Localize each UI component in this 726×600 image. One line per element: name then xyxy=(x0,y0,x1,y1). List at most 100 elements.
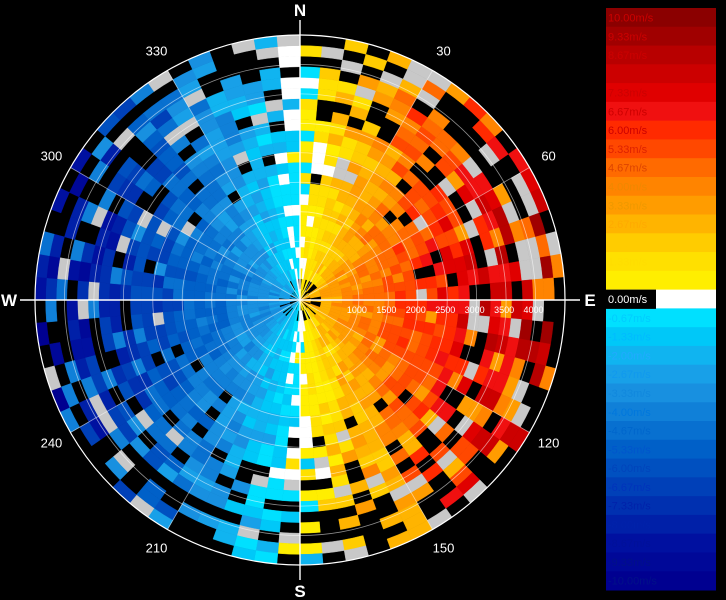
velocity-cell xyxy=(362,54,388,72)
velocity-cell xyxy=(264,99,284,113)
velocity-cell xyxy=(108,299,121,317)
velocity-cell xyxy=(349,479,370,495)
velocity-cell xyxy=(214,292,227,301)
colorbar-label: 8.00m/s xyxy=(608,69,648,81)
velocity-cell xyxy=(49,342,65,367)
velocity-cell xyxy=(313,456,330,470)
colorbar-label: -10.00m/s xyxy=(608,576,657,588)
velocity-cell xyxy=(141,272,155,288)
colorbar-label: -6.00m/s xyxy=(608,463,651,475)
cardinal-label: S xyxy=(294,582,305,600)
velocity-cell xyxy=(299,98,318,111)
velocity-cell xyxy=(194,308,207,319)
velocity-cell xyxy=(285,458,301,470)
velocity-cell xyxy=(285,130,301,142)
colorbar-label: 4.67m/s xyxy=(608,163,648,175)
velocity-cell xyxy=(280,77,301,90)
velocity-cell xyxy=(299,66,321,79)
velocity-cell xyxy=(277,45,301,58)
colorbar-swatch xyxy=(606,270,716,291)
colorbar-label: 7.33m/s xyxy=(608,88,648,100)
velocity-cell xyxy=(299,447,315,460)
velocity-cell xyxy=(294,236,301,248)
velocity-cell xyxy=(117,156,138,179)
range-label: 4000 xyxy=(524,305,544,315)
range-label: 3500 xyxy=(494,305,514,315)
colorbar-label: 0.67m/s xyxy=(608,275,648,287)
azimuth-spoke xyxy=(70,167,301,301)
velocity-cell xyxy=(458,285,470,301)
velocity-cell xyxy=(283,479,301,492)
velocity-cell xyxy=(161,287,174,301)
velocity-cell xyxy=(310,162,325,175)
colorbar-label: 8.67m/s xyxy=(608,50,648,62)
colorbar-swatch xyxy=(606,158,716,178)
velocity-cell xyxy=(284,468,301,481)
velocity-cell xyxy=(264,487,284,501)
velocity-cell xyxy=(284,119,301,132)
radar-polar-plot: N E S W 30 60 120 150 210 240 300 330 1000 1500 2000 25… xyxy=(1,1,596,600)
velocity-cell xyxy=(277,542,301,555)
velocity-cell xyxy=(299,77,320,90)
velocity-cell xyxy=(314,120,332,134)
velocity-cell xyxy=(272,445,288,459)
velocity-cell xyxy=(285,140,301,153)
colorbar-swatch xyxy=(606,26,716,47)
colorbar-swatch xyxy=(606,496,716,516)
azimuth-spoke xyxy=(299,70,433,301)
range-label: 2000 xyxy=(406,305,426,315)
velocity-cell xyxy=(98,282,111,301)
velocity-cell xyxy=(299,193,310,206)
velocity-cell xyxy=(321,539,345,554)
colorbar-label: -6.67m/s xyxy=(608,482,651,494)
azimuth-label: 210 xyxy=(146,541,168,556)
velocity-cell xyxy=(293,225,301,237)
azimuth-label: 30 xyxy=(436,43,450,58)
range-label: 3000 xyxy=(465,305,485,315)
range-label: 1000 xyxy=(347,305,367,315)
colorbar-swatch xyxy=(606,345,716,366)
velocity-cell xyxy=(212,528,238,546)
colorbar-label: 5.33m/s xyxy=(608,144,648,156)
velocity-cell xyxy=(77,299,90,320)
velocity-cell xyxy=(393,281,406,292)
cardinal-label: W xyxy=(1,291,18,310)
velocity-cell xyxy=(363,293,375,301)
velocity-cell xyxy=(447,285,460,301)
velocity-cell xyxy=(278,532,301,545)
velocity-cell xyxy=(292,214,301,227)
velocity-cell xyxy=(427,108,451,130)
velocity-cell xyxy=(225,299,237,307)
velocity-cell xyxy=(183,309,196,321)
colorbar-swatch xyxy=(606,533,716,553)
azimuth-label: 150 xyxy=(433,541,455,556)
velocity-cell xyxy=(352,294,364,301)
velocity-cell xyxy=(130,270,144,287)
velocity-cell xyxy=(463,329,478,347)
velocity-cell xyxy=(299,363,307,375)
velocity-cell xyxy=(275,425,290,438)
velocity-cell xyxy=(299,204,309,216)
colorbar-swatch xyxy=(606,552,716,572)
velocity-cell xyxy=(299,458,315,470)
colorbar-swatch xyxy=(606,514,716,535)
velocity-cell xyxy=(289,183,301,195)
colorbar-label: -4.67m/s xyxy=(608,426,651,438)
velocity-cell xyxy=(183,299,195,311)
velocity-cell xyxy=(120,268,134,286)
velocity-cell xyxy=(270,130,287,144)
velocity-cell xyxy=(466,314,480,332)
velocity-cell xyxy=(119,284,132,301)
polar-grid xyxy=(20,20,580,580)
velocity-cell xyxy=(193,299,206,310)
velocity-cell xyxy=(99,316,113,336)
velocity-cell xyxy=(183,289,195,301)
velocity-cell xyxy=(268,466,286,480)
velocity-cell xyxy=(236,299,248,306)
velocity-cell xyxy=(299,161,313,174)
velocity-cell xyxy=(299,521,321,534)
velocity-cell xyxy=(338,514,361,530)
colorbar-swatch xyxy=(606,364,716,384)
colorbar-label: 0.00m/s xyxy=(608,294,648,306)
colorbar-swatch xyxy=(606,571,716,591)
